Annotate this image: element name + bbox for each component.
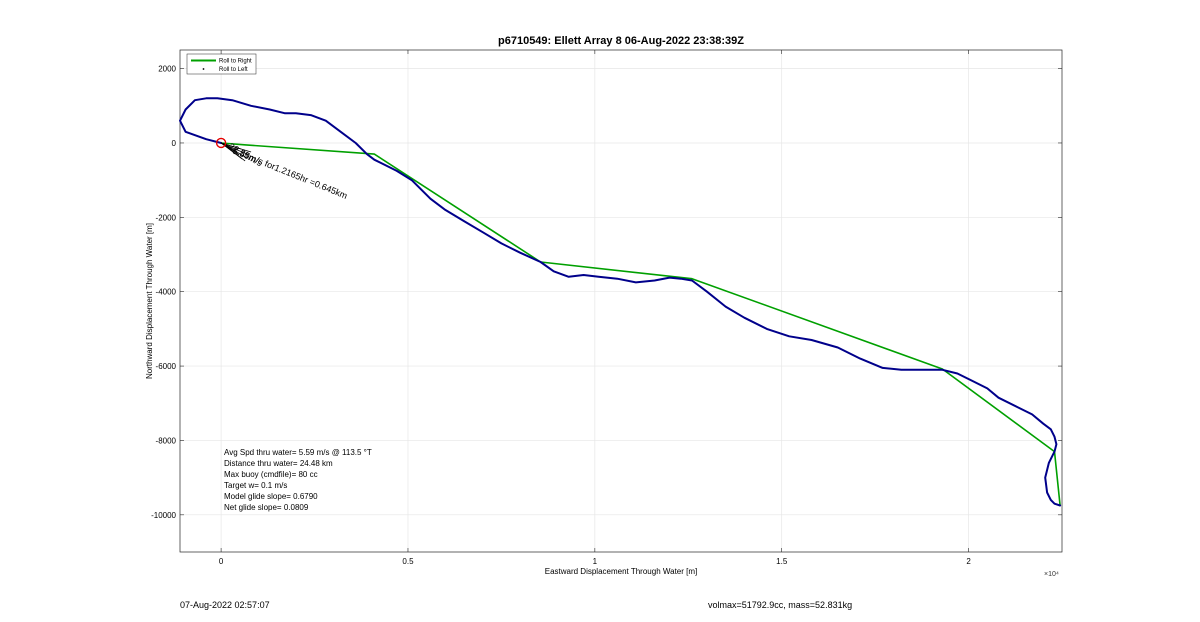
stat-line: Net glide slope= 0.0809 [224,503,309,512]
stat-line: Target w= 0.1 m/s [224,481,287,490]
current-arrow [220,142,237,152]
footer-timestamp: 07-Aug-2022 02:57:07 [180,600,270,610]
x-axis-label: Eastward Displacement Through Water [m] [545,567,698,576]
legend-marker-roll-left [202,68,205,70]
y-tick-label: 0 [172,139,177,148]
x-tick-label: 2 [966,557,971,566]
y-tick-label: -10000 [151,511,176,520]
x-tick-label: 0 [219,557,224,566]
y-axis: 2000 0 -2000 -4000 -6000 -8000 -10000 [151,65,1062,520]
current-arrow [220,142,242,150]
x-tick-label: 0.5 [402,557,414,566]
y-tick-label: 2000 [158,65,176,74]
y-tick-label: -4000 [156,288,177,297]
series-line-track [179,97,1062,507]
legend-label-roll-left: Roll to Left [219,67,248,73]
stat-line: Distance thru water= 24.48 km [224,459,333,468]
plot-area [179,49,1063,553]
x-exponent-label: ×10⁴ [1044,571,1059,578]
legend: Roll to Right Roll to Left [186,53,257,75]
x-tick-label: 1.5 [776,557,788,566]
y-tick-label: -6000 [156,362,177,371]
grid [180,50,1062,552]
legend-label-roll-right: Roll to Right [219,59,252,65]
y-tick-label: -8000 [156,436,177,445]
stat-line: Max buoy (cmdfile)= 80 cc [224,470,318,479]
stat-line: Model glide slope= 0.6790 [224,492,318,501]
series-line-roll-right [220,142,1061,507]
y-axis-label: Northward Displacement Through Water [m] [145,223,154,379]
series-group [179,97,1062,507]
stat-line: Avg Spd thru water= 5.59 m/s @ 113.5 °T [224,448,372,457]
x-axis: 0 0.5 1 1.5 2 [219,50,971,566]
y-tick-label: -2000 [156,213,177,222]
chart-title: p6710549: Ellett Array 8 06-Aug-2022 23:… [498,35,744,47]
stats-block: Avg Spd thru water= 5.59 m/s @ 113.5 °T D… [224,448,372,512]
x-tick-label: 1 [593,557,598,566]
start-marker [215,137,227,149]
footer-volume-mass: volmax=51792.9cc, mass=52.831kg [708,600,853,610]
